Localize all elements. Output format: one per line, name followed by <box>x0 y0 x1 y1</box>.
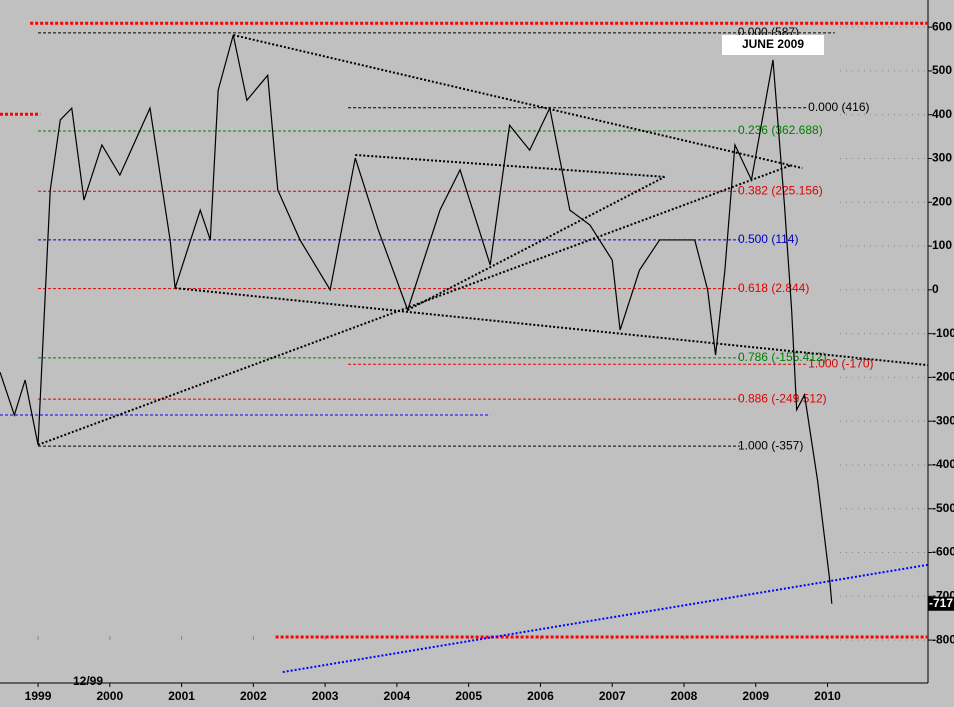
x-tick-label: 2009 <box>742 689 769 703</box>
x-tick-label: 2005 <box>455 689 482 703</box>
date-label: 12/99 <box>73 674 103 688</box>
fib-label: 0.000 (416) <box>808 100 869 114</box>
y-tick-label: 500 <box>932 63 952 77</box>
y-tick-label: -200 <box>932 370 954 384</box>
x-tick-label: 2004 <box>384 689 411 703</box>
x-tick-label: 2000 <box>96 689 123 703</box>
y-tick-label: -800 <box>932 632 954 646</box>
x-tick-label: 1999 <box>25 689 52 703</box>
x-tick-label: 2003 <box>312 689 339 703</box>
x-tick-label: 2002 <box>240 689 267 703</box>
fib-label: 1.000 (-357) <box>738 438 803 452</box>
y-tick-label: -600 <box>932 545 954 559</box>
event-box <box>722 35 824 55</box>
event-label: JUNE 2009 <box>742 37 804 51</box>
x-tick-label: 2010 <box>814 689 841 703</box>
fib-label: 0.886 (-249.512) <box>738 391 827 405</box>
fib-label: 0.786 (-155.412) <box>738 350 827 364</box>
y-tick-label: -500 <box>932 501 954 515</box>
fib-label: 0.236 (362.688) <box>738 123 823 137</box>
y-tick-label: -400 <box>932 457 954 471</box>
trendline <box>407 175 666 311</box>
y-tick-label: 100 <box>932 238 952 252</box>
fib-label: 0.500 (114) <box>738 232 799 246</box>
x-tick-label: 2008 <box>671 689 698 703</box>
trendline <box>37 164 792 446</box>
y-tick-label: 300 <box>932 151 952 165</box>
y-tick-label: 0 <box>932 282 939 296</box>
y-tick-label: -300 <box>932 413 954 427</box>
fib-label: 0.618 (2.844) <box>738 281 809 295</box>
fib-label: 1.000 (-170) <box>808 356 873 370</box>
x-tick-label: 2007 <box>599 689 626 703</box>
last-value-box <box>928 596 954 611</box>
fib-label: 0.382 (225.156) <box>738 183 823 197</box>
y-tick-label: 200 <box>932 194 952 208</box>
x-tick-label: 2006 <box>527 689 554 703</box>
trendline <box>233 34 803 170</box>
price-line <box>0 34 833 604</box>
trendline <box>282 563 929 674</box>
y-tick-label: 400 <box>932 107 952 121</box>
last-value-label: -717 <box>929 596 953 610</box>
x-tick-label: 2001 <box>168 689 195 703</box>
y-tick-label: 600 <box>932 19 952 33</box>
y-tick-label: -100 <box>932 326 954 340</box>
